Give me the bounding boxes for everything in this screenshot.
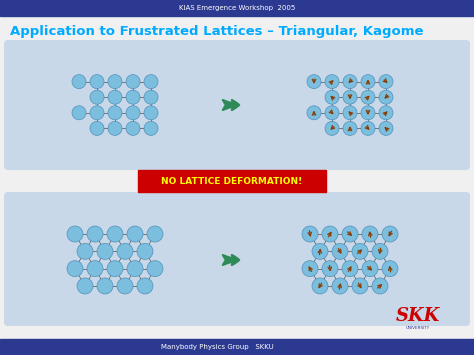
Circle shape (332, 243, 348, 260)
Circle shape (361, 90, 375, 104)
Circle shape (302, 261, 318, 277)
Circle shape (302, 226, 318, 242)
Circle shape (67, 261, 83, 277)
Circle shape (126, 106, 140, 120)
Circle shape (342, 226, 358, 242)
Circle shape (343, 106, 357, 120)
Circle shape (325, 90, 339, 104)
Circle shape (87, 261, 103, 277)
Circle shape (117, 278, 133, 294)
Circle shape (352, 278, 368, 294)
Circle shape (307, 106, 321, 120)
Circle shape (108, 90, 122, 104)
Bar (138, 170, 326, 192)
Circle shape (379, 121, 393, 135)
Circle shape (108, 106, 122, 120)
Circle shape (87, 226, 103, 242)
Circle shape (343, 75, 357, 89)
Circle shape (307, 75, 321, 89)
Circle shape (147, 226, 163, 242)
Circle shape (312, 278, 328, 294)
Circle shape (107, 226, 123, 242)
Circle shape (361, 121, 375, 135)
Circle shape (382, 261, 398, 277)
Circle shape (362, 261, 378, 277)
Circle shape (379, 106, 393, 120)
Circle shape (97, 243, 113, 260)
Circle shape (97, 278, 113, 294)
Circle shape (90, 90, 104, 104)
Circle shape (147, 261, 163, 277)
Circle shape (107, 261, 123, 277)
FancyBboxPatch shape (4, 40, 470, 170)
Text: UNIVERSITY: UNIVERSITY (406, 326, 430, 330)
Circle shape (72, 106, 86, 120)
Circle shape (144, 121, 158, 135)
Circle shape (77, 243, 93, 260)
Text: NO LATTICE DEFORMATION!: NO LATTICE DEFORMATION! (161, 176, 302, 186)
Circle shape (322, 226, 338, 242)
Circle shape (332, 278, 348, 294)
Bar (0, 0, 474, 16)
Circle shape (90, 121, 104, 135)
Circle shape (361, 106, 375, 120)
Circle shape (322, 261, 338, 277)
Text: Application to Frustrated Lattices – Triangular, Kagome: Application to Frustrated Lattices – Tri… (10, 26, 423, 38)
Circle shape (342, 261, 358, 277)
Circle shape (77, 278, 93, 294)
Circle shape (325, 75, 339, 89)
Circle shape (127, 226, 143, 242)
Circle shape (90, 75, 104, 89)
Circle shape (382, 226, 398, 242)
Circle shape (325, 106, 339, 120)
Bar (0, 339, 474, 355)
Circle shape (372, 278, 388, 294)
Circle shape (108, 75, 122, 89)
Circle shape (144, 75, 158, 89)
Circle shape (67, 226, 83, 242)
Circle shape (343, 90, 357, 104)
Circle shape (352, 243, 368, 260)
Circle shape (343, 121, 357, 135)
Circle shape (137, 278, 153, 294)
Circle shape (372, 243, 388, 260)
Circle shape (72, 75, 86, 89)
Circle shape (144, 90, 158, 104)
Circle shape (361, 75, 375, 89)
Circle shape (379, 75, 393, 89)
Text: Manybody Physics Group   SKKU: Manybody Physics Group SKKU (161, 344, 273, 350)
Circle shape (117, 243, 133, 260)
Circle shape (90, 106, 104, 120)
Circle shape (126, 75, 140, 89)
Circle shape (137, 243, 153, 260)
Circle shape (126, 90, 140, 104)
Circle shape (325, 121, 339, 135)
Circle shape (379, 90, 393, 104)
Circle shape (312, 243, 328, 260)
Circle shape (362, 226, 378, 242)
Circle shape (126, 121, 140, 135)
Circle shape (127, 261, 143, 277)
Circle shape (144, 106, 158, 120)
Circle shape (108, 121, 122, 135)
FancyBboxPatch shape (4, 192, 470, 326)
Text: SKK: SKK (396, 307, 440, 325)
Text: KIAS Emergence Workshop  2005: KIAS Emergence Workshop 2005 (179, 5, 295, 11)
